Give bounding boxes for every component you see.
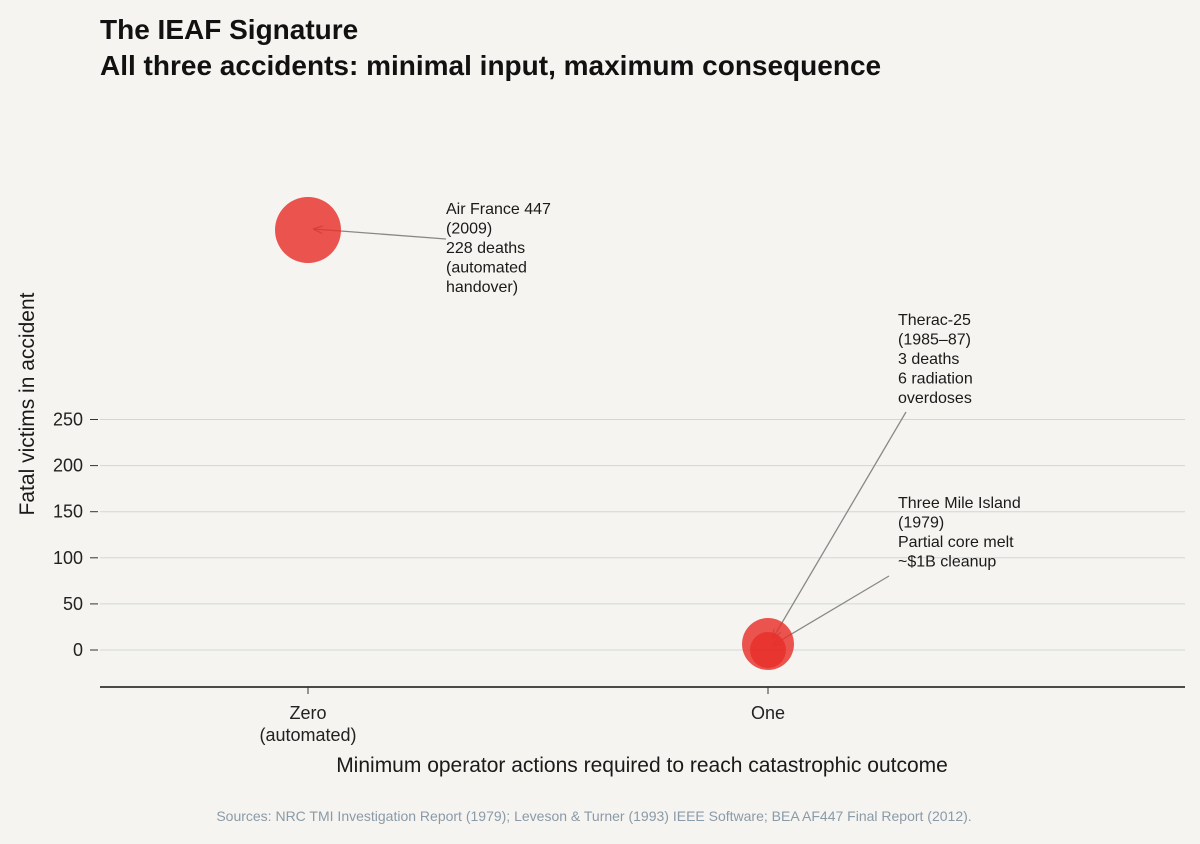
y-tick-label: 100	[53, 548, 83, 568]
annotation-arrow	[773, 575, 890, 645]
annotation-text: overdoses	[898, 390, 972, 407]
annotation-text: ~$1B cleanup	[898, 554, 996, 571]
source-note: Sources: NRC TMI Investigation Report (1…	[216, 808, 972, 824]
annotation-text: (1985–87)	[898, 332, 971, 349]
data-point	[750, 632, 786, 668]
chart-subtitle: All three accidents: minimal input, maxi…	[100, 50, 882, 81]
data-points	[275, 197, 794, 670]
y-tick-label: 50	[63, 594, 83, 614]
annotation-arrow	[773, 411, 907, 638]
annotations: Air France 447 (2009) 228 deaths (automated…	[314, 201, 1021, 645]
annotation-text: Therac-25	[898, 312, 971, 329]
annotation-text: Three Mile Island	[898, 495, 1021, 512]
y-tick-label: 150	[53, 502, 83, 522]
x-tick-label: (automated)	[259, 725, 356, 745]
data-point	[275, 197, 341, 263]
title-block: The IEAF Signature All three accidents: …	[100, 12, 881, 84]
y-tick-label: 200	[53, 456, 83, 476]
y-tick-label: 250	[53, 410, 83, 430]
annotation-text: (1979)	[898, 515, 944, 532]
axes: 0 50 100 150 200 250 Zero(automated) One	[53, 410, 1185, 745]
x-tick-label: Zero	[289, 703, 326, 723]
x-tick-label: One	[751, 703, 785, 723]
grid-lines	[100, 419, 1185, 651]
annotation-text: 3 deaths	[898, 351, 959, 368]
chart-title: The IEAF Signature	[100, 14, 359, 45]
annotation-text: handover)	[446, 279, 518, 296]
annotation-text: (2009)	[446, 221, 492, 238]
x-axis-title: Minimum operator actions required to rea…	[336, 754, 948, 777]
annotation-text: Air France 447	[446, 201, 551, 218]
annotation-text: Partial core melt	[898, 534, 1014, 551]
annotation-text: 228 deaths	[446, 240, 525, 257]
y-axis-title: Fatal victims in accident	[16, 292, 39, 515]
annotation-text: 6 radiation	[898, 371, 973, 388]
annotation-text: (automated	[446, 260, 527, 277]
y-tick-label: 0	[73, 640, 83, 660]
